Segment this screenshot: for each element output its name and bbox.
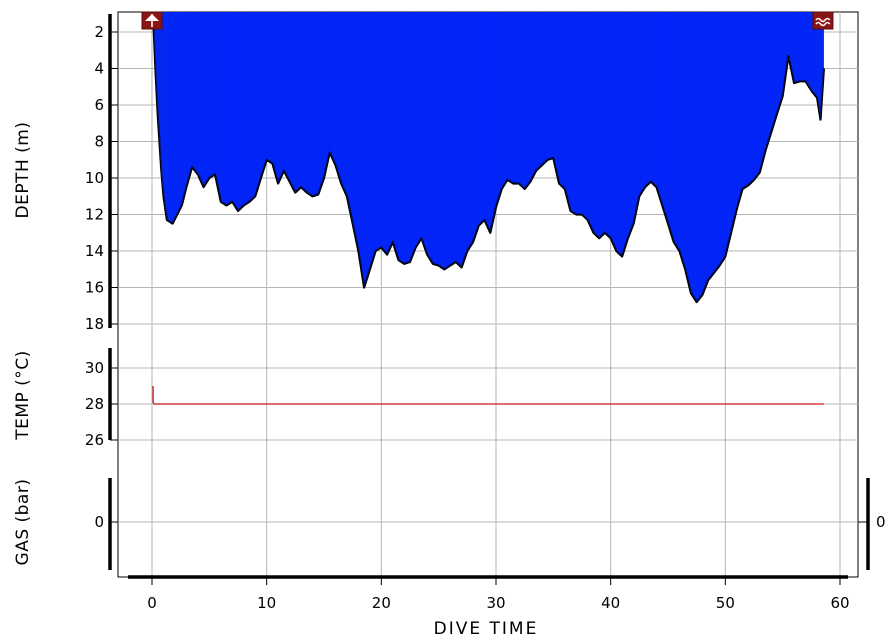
depth-tick-label: 16: [85, 279, 104, 297]
depth-tick-label: 8: [94, 133, 104, 151]
axis-labels: 2 4 6 8 10 12 14 16 18 26 28 30 0 0 0 10 20 30 40 50 60 DIVE …: [13, 23, 886, 639]
x-tick-label: 60: [830, 594, 849, 612]
depth-axis-title: DEPTH (m): [13, 122, 33, 219]
x-tick-label: 10: [257, 594, 276, 612]
temp-panel: [152, 386, 824, 405]
x-tick-label: 0: [147, 594, 157, 612]
depth-tick-label: 4: [94, 60, 104, 78]
x-tick-label: 20: [372, 594, 391, 612]
depth-tick-label: 14: [85, 242, 104, 260]
depth-tick-label: 18: [85, 315, 104, 333]
x-tick-label: 30: [486, 594, 505, 612]
x-tick-label: 40: [601, 594, 620, 612]
temp-tick-label: 30: [85, 359, 104, 377]
depth-tick-label: 6: [94, 96, 104, 114]
temp-tick-label: 28: [85, 395, 104, 413]
gas-tick-label: 0: [94, 513, 104, 531]
x-tick-label: 50: [716, 594, 735, 612]
x-axis-title: DIVE TIME: [434, 619, 539, 639]
surface-marker-icon: [812, 11, 834, 30]
depth-panel: [152, 12, 825, 304]
depth-tick-label: 10: [85, 169, 104, 187]
depth-tick-label: 2: [94, 23, 104, 41]
gas-right-tick-label: 0: [876, 513, 886, 531]
temp-tick-label: 26: [85, 431, 104, 449]
gas-axis-title: GAS (bar): [13, 479, 33, 566]
event-markers: [141, 11, 834, 30]
axes: [108, 14, 870, 585]
temp-axis-title: TEMP (°C): [13, 350, 33, 441]
temperature-line: [152, 386, 824, 405]
descent-marker-icon: [141, 11, 163, 30]
depth-tick-label: 12: [85, 206, 104, 224]
